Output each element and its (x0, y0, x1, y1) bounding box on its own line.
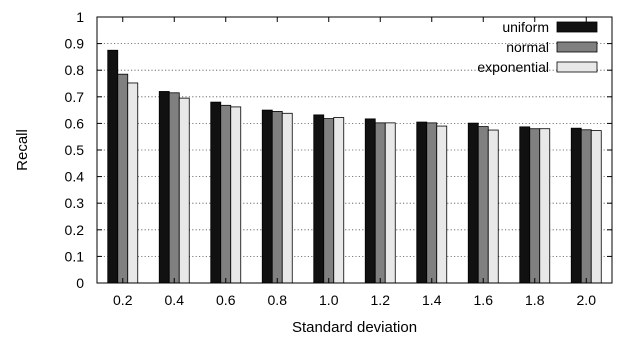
bar-uniform-1.0 (313, 114, 325, 284)
bar-normal-1.4 (426, 122, 438, 284)
bar-exponential-0.4 (178, 97, 190, 284)
bar-normal-1.0 (323, 118, 335, 284)
x-tick-label: 1.8 (525, 292, 545, 308)
x-tick-label: 1.0 (319, 292, 339, 308)
bar-exponential-0.2 (127, 82, 139, 284)
bar-exponential-2.0 (590, 130, 602, 284)
bar-exponential-0.8 (281, 112, 293, 284)
bar-uniform-2.0 (570, 127, 582, 284)
bar-exponential-1.6 (487, 129, 499, 284)
legend-label-normal: normal (506, 39, 549, 55)
x-tick-label: 0.4 (165, 292, 185, 308)
bars (107, 49, 602, 284)
bar-normal-1.6 (477, 126, 489, 284)
bar-uniform-1.4 (416, 121, 428, 284)
bar-exponential-1.8 (539, 128, 551, 284)
bar-uniform-0.6 (210, 101, 222, 284)
legend-swatch-normal (556, 41, 598, 53)
x-axis-ticks: 0.2 0.4 0.6 0.8 1.0 1.2 1.4 1.6 1.8 2.0 (113, 17, 596, 308)
bar-normal-0.2 (117, 73, 129, 284)
bar-exponential-1.4 (436, 125, 448, 284)
bar-uniform-1.8 (519, 126, 531, 284)
y-tick-label: 0.3 (65, 195, 85, 211)
bar-uniform-1.2 (364, 118, 376, 284)
x-tick-label: 0.8 (268, 292, 288, 308)
y-tick-label: 0.5 (65, 142, 85, 158)
x-tick-label: 0.2 (113, 292, 133, 308)
legend-label-uniform: uniform (502, 19, 549, 35)
bar-uniform-1.6 (467, 122, 479, 284)
legend: uniform normal exponential (477, 19, 598, 75)
y-tick-label: 0.7 (65, 89, 85, 105)
bar-exponential-1.0 (333, 117, 345, 284)
legend-swatch-uniform (556, 21, 598, 33)
y-tick-label: 1 (76, 9, 84, 25)
bar-normal-1.2 (374, 122, 386, 284)
x-axis-label: Standard deviation (292, 319, 417, 336)
bar-uniform-0.8 (261, 109, 273, 284)
y-tick-label: 0.6 (65, 115, 85, 131)
bar-exponential-1.2 (384, 122, 396, 284)
y-axis-ticks: 0 0.1 0.2 0.3 0.4 0.5 0.6 0.7 0.8 0.9 1 (65, 9, 612, 291)
x-tick-label: 0.6 (216, 292, 236, 308)
bar-normal-0.4 (168, 92, 180, 284)
bar-normal-1.8 (529, 128, 541, 284)
legend-label-exponential: exponential (477, 59, 549, 75)
y-tick-label: 0.4 (65, 169, 85, 185)
y-tick-label: 0 (76, 275, 84, 291)
x-tick-label: 1.4 (422, 292, 442, 308)
bar-normal-0.8 (271, 111, 283, 284)
y-tick-label: 0.9 (65, 36, 85, 52)
y-tick-label: 0.2 (65, 222, 85, 238)
bar-uniform-0.4 (158, 91, 170, 284)
legend-swatch-exponential (556, 61, 598, 73)
y-axis-label: Recall (14, 129, 31, 171)
x-tick-label: 1.6 (474, 292, 494, 308)
y-tick-label: 0.8 (65, 62, 85, 78)
bar-normal-2.0 (580, 129, 592, 284)
y-tick-label: 0.1 (65, 248, 85, 264)
bar-uniform-0.2 (107, 49, 119, 284)
x-tick-label: 2.0 (577, 292, 597, 308)
bar-exponential-0.6 (230, 106, 242, 284)
x-tick-label: 1.2 (371, 292, 391, 308)
bar-normal-0.6 (220, 104, 232, 284)
